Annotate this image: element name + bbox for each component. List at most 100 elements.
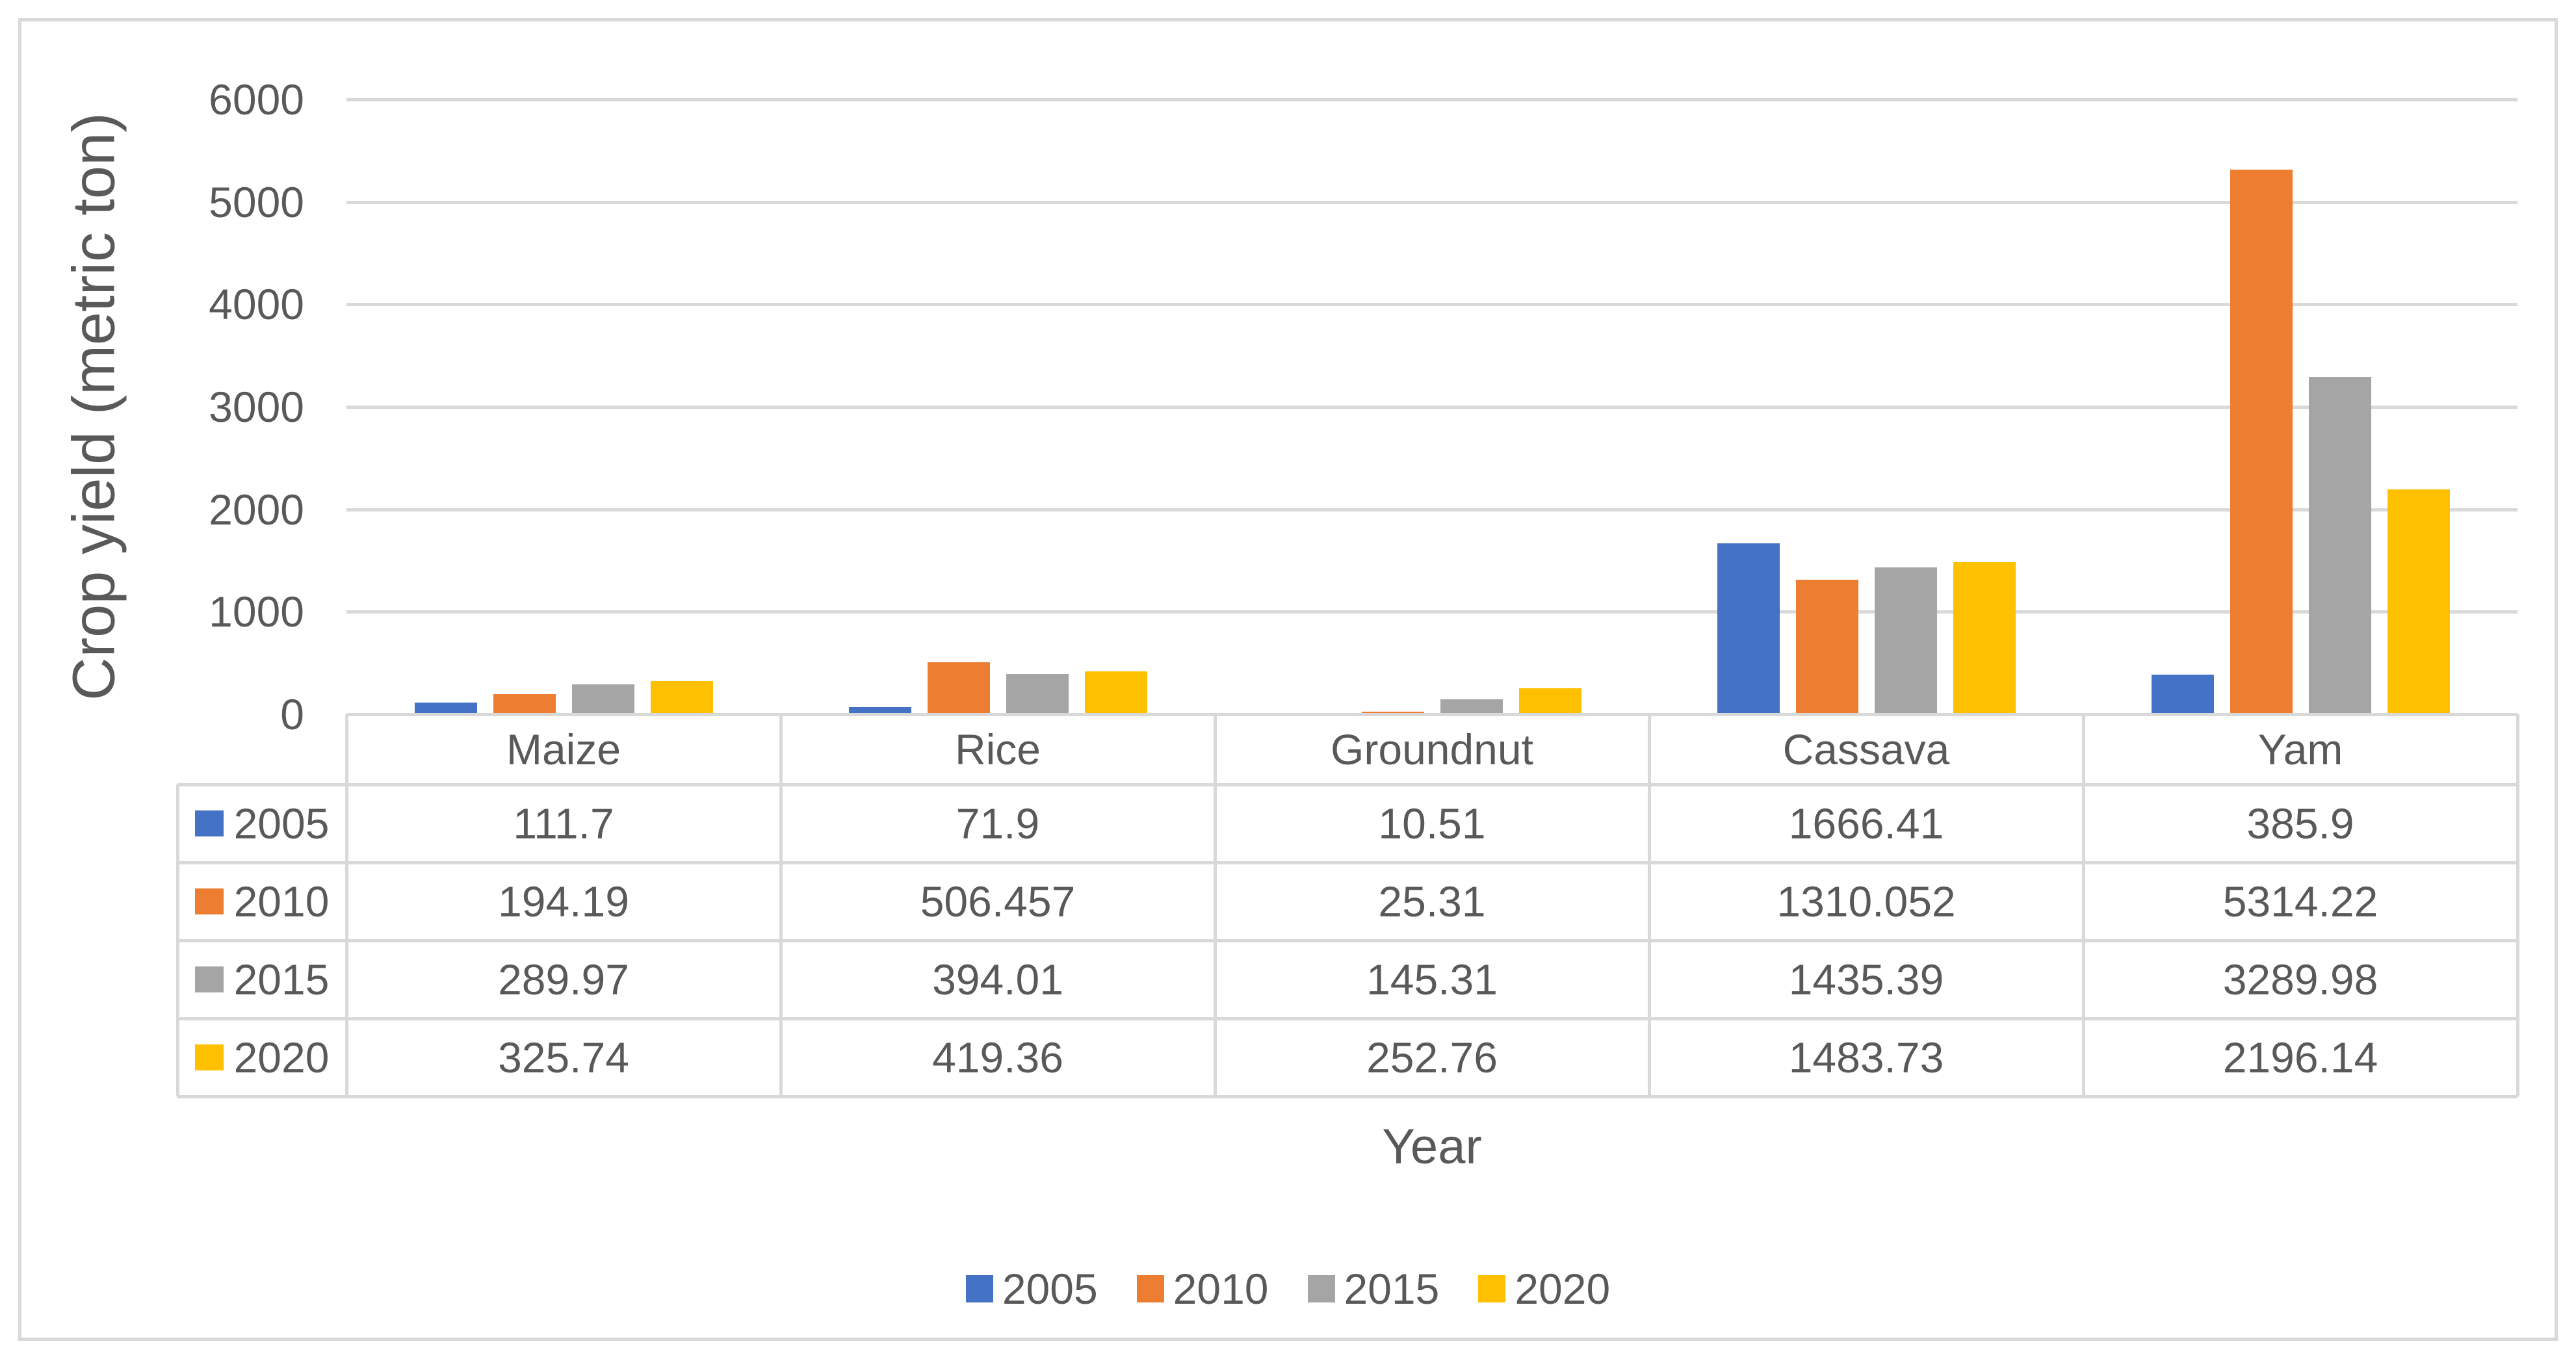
gridline-3000	[346, 406, 2517, 409]
chart-legend: 2005 2010 2015 2020	[21, 1264, 2555, 1314]
table-row-header-label: 2010	[233, 877, 330, 925]
table-header-cassava: Cassava	[1782, 725, 1950, 773]
table-cell-yam-2020: 2196.14	[2222, 1033, 2378, 1081]
series-key-swatch-2005	[194, 810, 224, 836]
table-row-border	[177, 1017, 2517, 1020]
legend-swatch-2010	[1136, 1275, 1164, 1302]
table-column-border	[2082, 714, 2085, 1096]
legend-swatch-2005	[965, 1275, 993, 1302]
table-cell-rice-2015: 394.01	[932, 955, 1063, 1003]
y-tick-label: 1000	[209, 588, 304, 636]
table-left-border	[176, 784, 179, 1096]
bar-yam-2010	[2230, 170, 2293, 714]
table-cell-rice-2020: 419.36	[932, 1033, 1063, 1081]
y-tick-label: 5000	[209, 177, 304, 226]
series-key-swatch-2015	[194, 966, 224, 992]
bar-cassava-2020	[1953, 562, 2016, 714]
table-column-border	[2516, 714, 2519, 1096]
legend-item-2010: 2010	[1136, 1264, 1269, 1314]
table-row-border	[177, 783, 2517, 786]
bar-cassava-2015	[1874, 567, 1937, 714]
table-cell-yam-2005: 385.9	[2246, 799, 2354, 848]
table-cell-maize-2005: 111.7	[513, 799, 614, 848]
bar-yam-2005	[2151, 675, 2214, 714]
table-column-border	[345, 714, 348, 1096]
bar-rice-2020	[1084, 671, 1147, 714]
table-row-border	[177, 939, 2517, 942]
bar-group-maize	[346, 99, 781, 714]
table-row-header-label: 2005	[233, 799, 330, 848]
bar-maize-2005	[414, 703, 477, 714]
table-row-header-label: 2015	[233, 955, 330, 1003]
bar-group-rice	[781, 99, 1215, 714]
table-cell-yam-2010: 5314.22	[2222, 877, 2378, 925]
y-tick-label: 2000	[209, 485, 304, 534]
bar-maize-2010	[493, 694, 556, 714]
table-header-maize: Maize	[506, 725, 621, 773]
y-tick-label: 3000	[209, 383, 304, 431]
table-cell-groundnut-2005: 10.51	[1378, 799, 1486, 848]
table-row-border	[177, 1095, 2517, 1098]
legend-swatch-2015	[1307, 1275, 1335, 1302]
table-cell-cassava-2015: 1435.39	[1788, 955, 1944, 1003]
plot-area	[346, 98, 2517, 714]
gridline-5000	[346, 200, 2517, 204]
table-cell-groundnut-2020: 252.76	[1366, 1033, 1498, 1081]
table-row-border	[177, 861, 2517, 864]
gridline-6000	[346, 98, 2517, 101]
table-cell-yam-2015: 3289.98	[2222, 955, 2378, 1003]
bar-maize-2015	[571, 684, 634, 714]
bar-group-groundnut	[1215, 99, 1649, 714]
table-header-rice: Rice	[954, 725, 1041, 773]
table-header-groundnut: Groundnut	[1331, 725, 1533, 773]
bar-rice-2005	[848, 707, 911, 714]
table-cell-groundnut-2010: 25.31	[1378, 877, 1486, 925]
bar-maize-2020	[650, 681, 713, 714]
table-cell-groundnut-2015: 145.31	[1366, 955, 1498, 1003]
table-row-header-2015: 2015	[177, 940, 346, 1018]
gridline-2000	[346, 508, 2517, 511]
chart-border-frame: Crop yield (metric ton) 0 1000 2000 3000 400…	[18, 18, 2558, 1341]
table-header-yam: Yam	[2257, 725, 2343, 773]
table-cell-maize-2010: 194.19	[498, 877, 629, 925]
legend-swatch-2020	[1478, 1275, 1506, 1302]
legend-item-2015: 2015	[1307, 1264, 1440, 1314]
table-row-header-2020: 2020	[177, 1018, 346, 1096]
legend-item-2020: 2020	[1478, 1264, 1610, 1314]
bar-series-area	[346, 99, 2517, 714]
table-column-border	[1648, 714, 1651, 1096]
bar-groundnut-2015	[1440, 699, 1503, 714]
legend-item-2005: 2005	[965, 1264, 1098, 1314]
bar-group-cassava	[1649, 99, 2083, 714]
table-row-header-2010: 2010	[177, 862, 346, 940]
table-top-border	[346, 713, 2517, 716]
table-cell-cassava-2010: 1310.052	[1776, 877, 1956, 925]
y-tick-label: 4000	[209, 280, 304, 329]
table-row-header-label: 2020	[233, 1033, 330, 1081]
bar-rice-2015	[1006, 674, 1069, 714]
series-key-swatch-2010	[194, 888, 224, 914]
table-column-border	[1214, 714, 1217, 1096]
table-cell-maize-2015: 289.97	[498, 955, 629, 1003]
bar-yam-2020	[2387, 489, 2450, 714]
bar-cassava-2005	[1717, 543, 1780, 714]
x-axis-title: Year	[1382, 1119, 1482, 1174]
bar-yam-2015	[2308, 377, 2371, 714]
bar-groundnut-2020	[1518, 688, 1581, 714]
table-row-header-2005: 2005	[177, 784, 346, 862]
gridline-1000	[346, 610, 2517, 614]
series-key-swatch-2020	[194, 1044, 224, 1070]
y-tick-label: 6000	[209, 75, 304, 123]
bar-group-yam	[2083, 99, 2517, 714]
y-tick-label: 0	[280, 690, 304, 738]
legend-label: 2005	[1002, 1265, 1098, 1313]
bar-cassava-2010	[1795, 580, 1858, 714]
table-cell-rice-2005: 71.9	[956, 799, 1040, 848]
table-column-border	[779, 714, 783, 1096]
table-cell-maize-2020: 325.74	[498, 1033, 629, 1081]
gridline-4000	[346, 303, 2517, 307]
legend-label: 2010	[1173, 1265, 1269, 1313]
legend-label: 2015	[1344, 1265, 1440, 1313]
table-cell-cassava-2005: 1666.41	[1788, 799, 1944, 848]
